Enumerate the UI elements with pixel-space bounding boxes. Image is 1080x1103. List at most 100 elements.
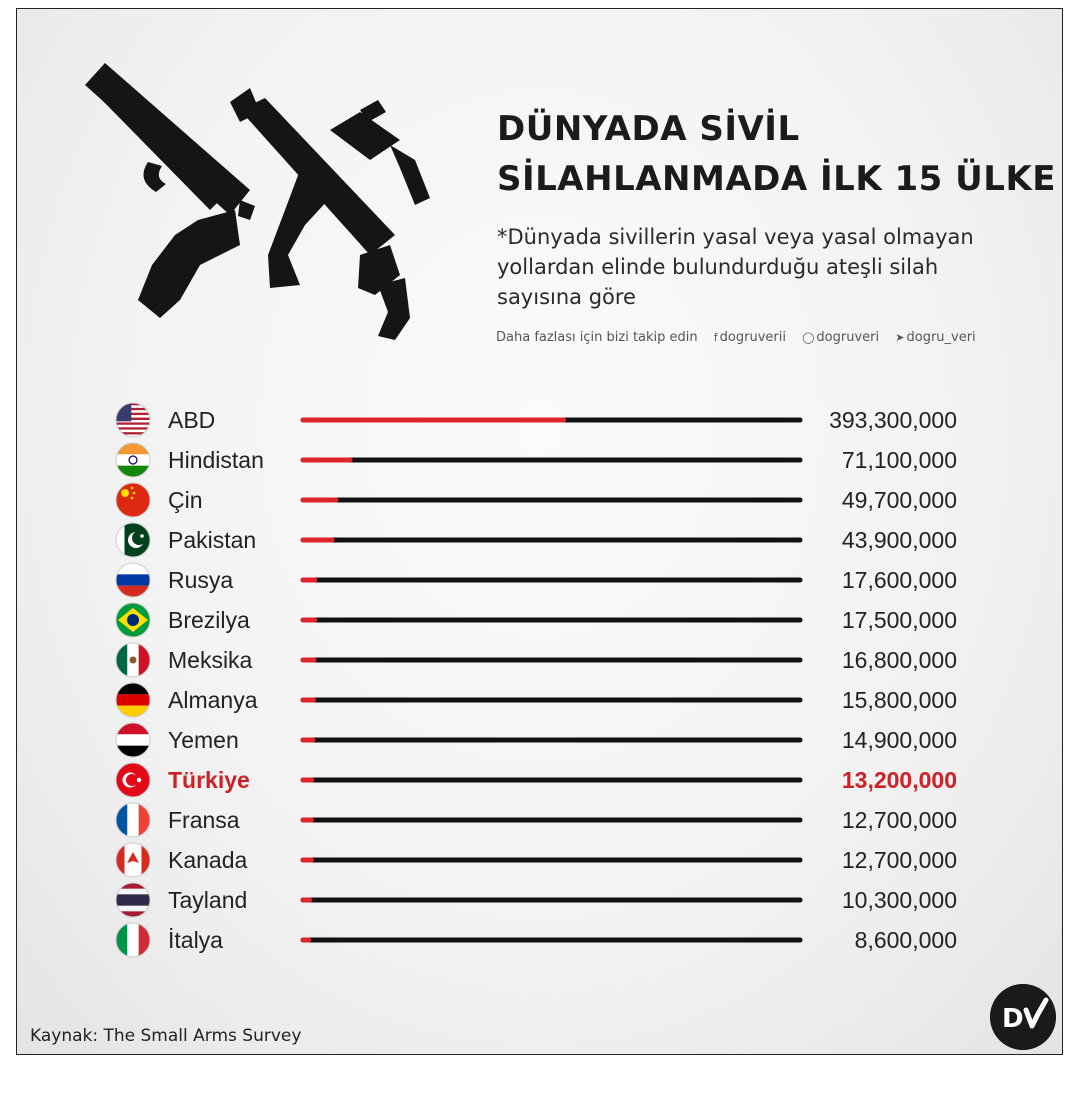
turkey-flag-icon-part <box>126 774 138 786</box>
category-label: Yemen <box>168 727 239 753</box>
italy-flag-icon-part <box>116 923 128 957</box>
yemen-flag-icon <box>116 723 150 757</box>
india-flag-icon-border <box>115 442 151 478</box>
bar-row-12: Tayland 10,300,000 <box>115 882 957 918</box>
category-label: Kanada <box>168 847 248 873</box>
bar-row-13: İtalya 8,600,000 <box>115 922 957 958</box>
yemen-flag-icon-part <box>116 723 150 735</box>
title-line-2: SİLAHLANMADA İLK 15 ÜLKE <box>497 159 1057 199</box>
pakistan-flag-icon <box>116 523 150 557</box>
pakistan-flag-icon-part <box>132 531 146 545</box>
mexico-flag-icon-border <box>115 642 151 678</box>
thailand-flag-icon-part <box>116 894 150 906</box>
canada-flag-icon-part <box>141 843 150 877</box>
china-flag-icon-part <box>132 491 136 495</box>
mexico-flag-icon-part <box>116 643 128 677</box>
germany-flag-icon-part <box>116 683 150 695</box>
brazil-flag-icon <box>116 603 150 637</box>
category-label: Tayland <box>168 887 247 913</box>
category-label: ABD <box>168 407 215 433</box>
china-flag-icon-part <box>121 489 129 497</box>
thailand-flag-icon <box>116 883 150 917</box>
value-label: 49,700,000 <box>842 487 957 513</box>
dogruveri-logo: D <box>990 984 1056 1050</box>
germany-flag-icon-border <box>115 682 151 718</box>
us-flag-icon-part <box>116 432 150 435</box>
instagram-icon: ◯ <box>802 331 815 344</box>
category-label: Brezilya <box>168 607 250 633</box>
source-note: Kaynak: The Small Arms Survey <box>30 1026 302 1046</box>
brazil-flag-icon-border <box>115 602 151 638</box>
yemen-flag-icon-border <box>115 722 151 758</box>
category-label: Türkiye <box>168 767 250 793</box>
category-label: Fransa <box>168 807 240 833</box>
us-flag-icon <box>116 403 150 437</box>
instagram-handle: dogruveri <box>816 330 880 345</box>
value-label: 14,900,000 <box>842 727 957 753</box>
india-flag-icon-part <box>116 465 150 477</box>
france-flag-icon <box>116 803 150 837</box>
bar-row-3: Pakistan 43,900,000 <box>115 522 957 558</box>
mexico-flag-icon-part <box>129 656 137 664</box>
canada-flag-icon-border <box>115 842 151 878</box>
mexico-flag-icon-part <box>138 643 150 677</box>
value-label: 17,600,000 <box>842 567 957 593</box>
category-label: İtalya <box>168 927 223 953</box>
france-flag-icon-part <box>138 803 150 837</box>
us-flag-icon-part <box>116 427 150 430</box>
category-label: Çin <box>168 487 203 513</box>
yemen-flag-icon-part <box>116 745 150 757</box>
bar-row-6: Meksika 16,800,000 <box>115 642 957 678</box>
value-label: 17,500,000 <box>842 607 957 633</box>
russia-flag-icon-border <box>115 562 151 598</box>
mexico-flag-icon <box>116 643 150 677</box>
social-links: Daha fazlası için bizi takip edin f dogru… <box>496 330 976 345</box>
pakistan-flag-icon-border <box>115 522 151 558</box>
us-flag-icon-border <box>115 402 151 438</box>
bar-row-2: Çin 49,700,000 <box>115 482 957 518</box>
facebook-link[interactable]: f dogruverii <box>714 330 786 345</box>
india-flag-icon-part <box>116 454 150 466</box>
russia-flag-icon-part <box>116 563 150 575</box>
value-label: 8,600,000 <box>855 927 957 953</box>
us-flag-icon-part <box>116 410 150 413</box>
france-flag-icon-part <box>116 803 128 837</box>
facebook-icon: f <box>713 331 718 344</box>
us-flag-icon-part <box>116 417 150 420</box>
value-label: 10,300,000 <box>842 887 957 913</box>
turkey-flag-icon-part <box>136 777 142 783</box>
category-label: Rusya <box>168 567 233 593</box>
instagram-link[interactable]: ◯ dogruveri <box>802 330 879 345</box>
social-prompt: Daha fazlası için bizi takip edin <box>496 330 698 345</box>
subtitle: *Dünyada sivillerin yasal veya yasal olm… <box>497 225 974 309</box>
svg-text:D: D <box>1002 1004 1024 1034</box>
value-label: 71,100,000 <box>842 447 957 473</box>
china-flag-icon <box>116 483 150 517</box>
bar-row-4: Rusya 17,600,000 <box>115 562 957 598</box>
value-label: 393,300,000 <box>829 407 957 433</box>
india-flag-icon-part <box>116 443 150 455</box>
italy-flag-icon <box>116 923 150 957</box>
twitter-link[interactable]: ➤ dogru_veri <box>895 330 975 345</box>
russia-flag-icon-part <box>116 585 150 597</box>
india-flag-icon-part <box>128 455 138 465</box>
russia-flag-icon <box>116 563 150 597</box>
bar-row-7: Almanya 15,800,000 <box>115 682 957 718</box>
russia-flag-icon-part <box>116 574 150 586</box>
india-flag-icon <box>116 443 150 477</box>
germany-flag-icon-part <box>116 694 150 706</box>
bar-row-1: Hindistan 71,100,000 <box>115 442 957 478</box>
canada-flag-icon-part <box>127 852 139 863</box>
value-label: 16,800,000 <box>842 647 957 673</box>
guns-illustration <box>85 63 430 340</box>
category-label: Meksika <box>168 647 253 673</box>
us-flag-icon-part <box>116 420 150 423</box>
bar-row-5: Brezilya 17,500,000 <box>115 602 957 638</box>
bar-row-10: Fransa 12,700,000 <box>115 802 957 838</box>
us-flag-icon-part <box>116 434 150 437</box>
bar-row-11: Kanada 12,700,000 <box>115 842 957 878</box>
value-label: 12,700,000 <box>842 847 957 873</box>
china-flag-icon-part <box>130 496 134 500</box>
germany-flag-icon-part <box>116 705 150 717</box>
